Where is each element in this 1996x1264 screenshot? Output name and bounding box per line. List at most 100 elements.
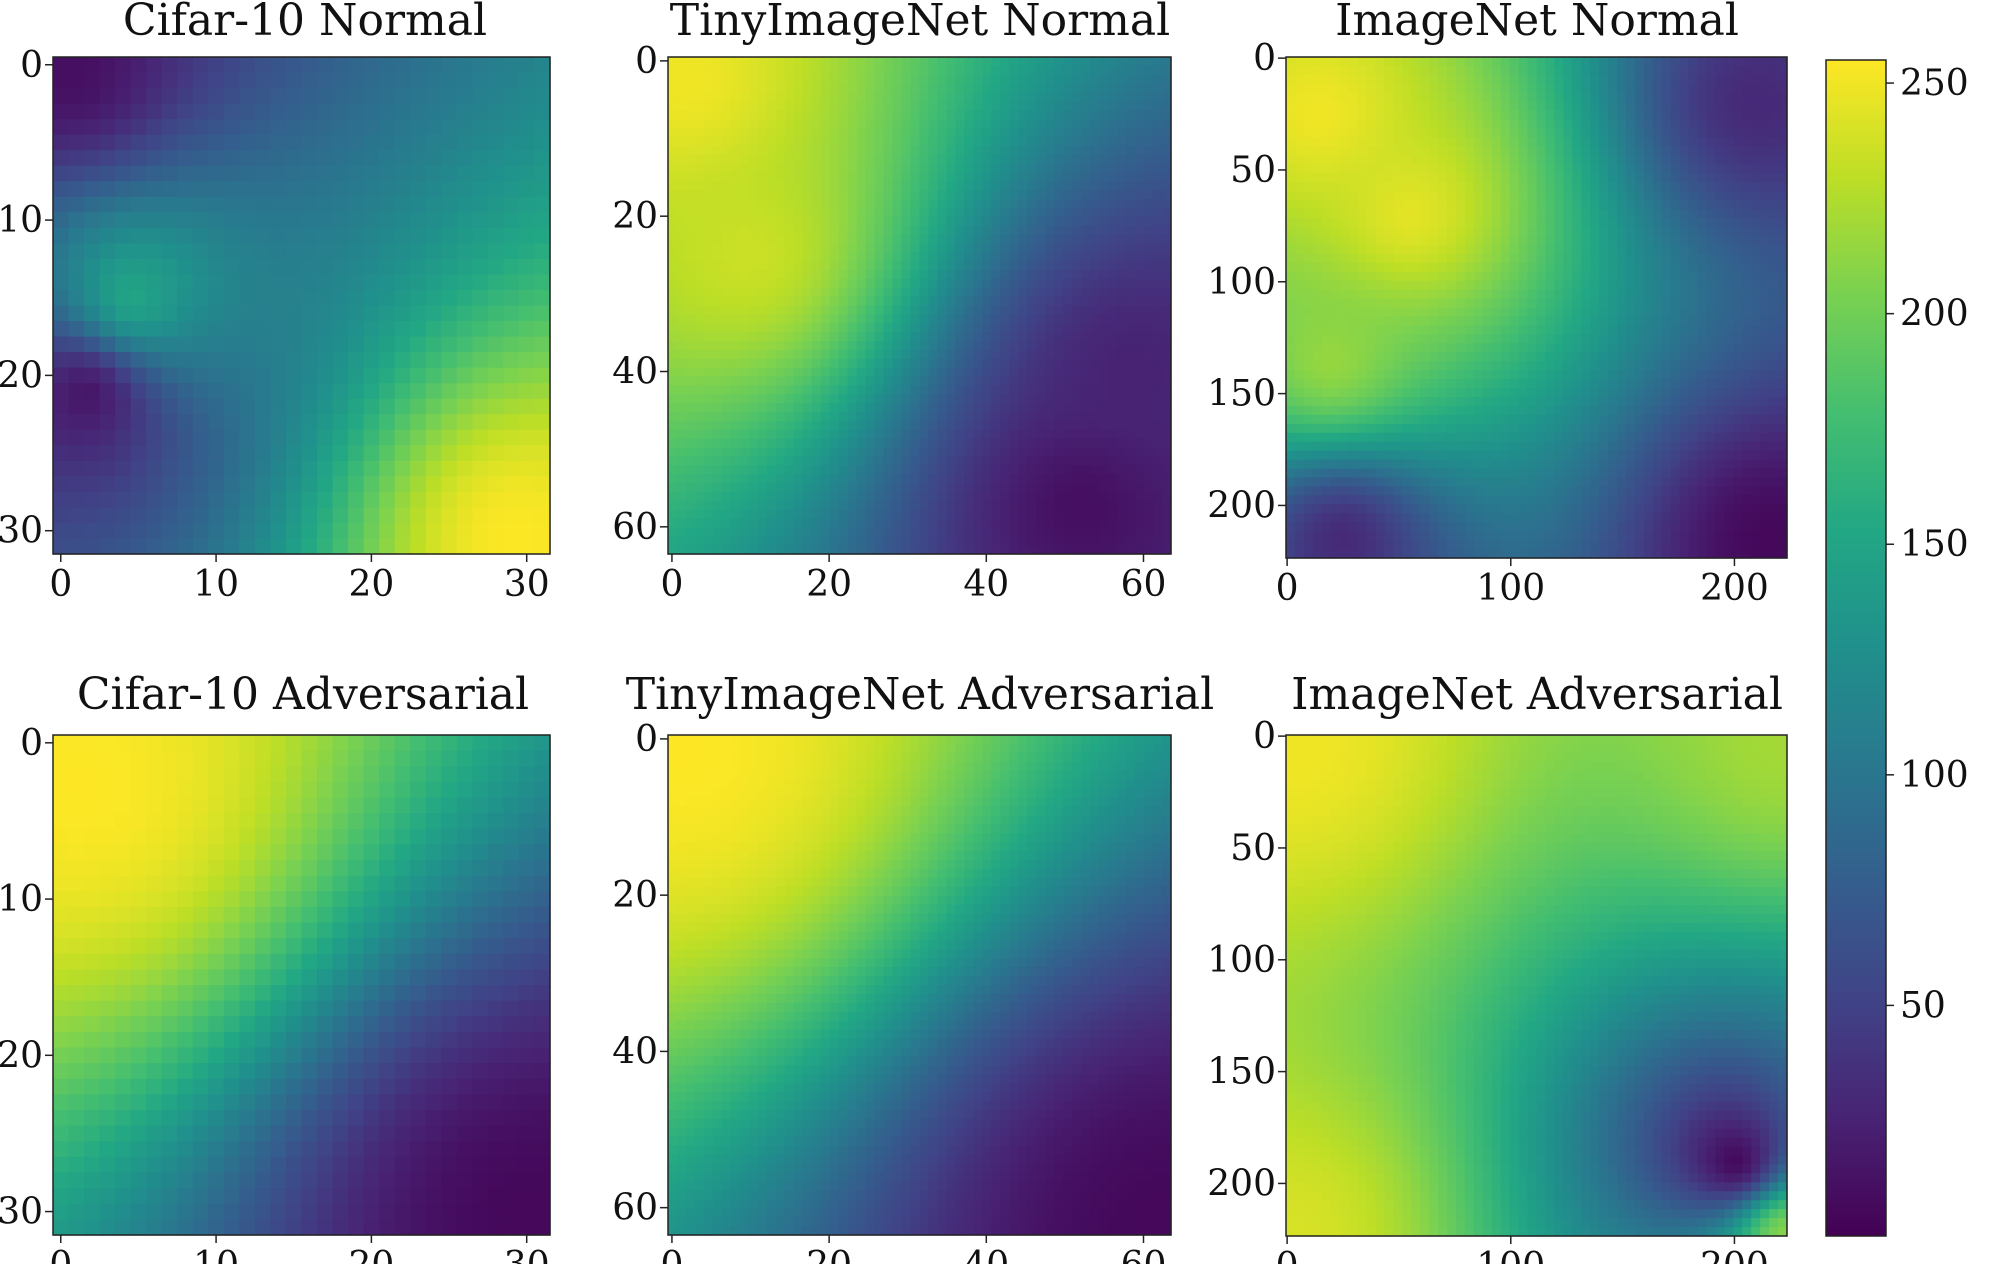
heatmap-cell [838,101,849,111]
heatmap-cell [84,258,101,276]
heatmap-cell [1126,270,1136,280]
heatmap-cell [1769,119,1779,130]
heatmap-cell [676,323,687,333]
heatmap-cell [348,119,365,136]
heatmap-cell [1018,207,1028,218]
heatmap-cell [730,447,741,457]
heatmap-cell [811,545,822,555]
heatmap-cell [892,403,903,413]
heatmap-cell [730,349,741,360]
heatmap-cell [676,296,687,307]
heatmap-cell [410,445,427,462]
heatmap-cell [793,536,804,546]
heatmap-cell [829,190,840,200]
heatmap-cell [84,414,101,431]
heatmap-cell [1018,101,1028,111]
heatmap-cell [1162,358,1172,369]
heatmap-cell [1153,491,1163,502]
heatmap-cell [1661,137,1672,148]
heatmap-cell [1162,57,1172,67]
heatmap-cell [757,536,768,546]
heatmap-cell [685,332,696,342]
heatmap-cell [1339,173,1350,183]
heatmap-cell [784,154,795,165]
heatmap-cell [928,287,939,298]
heatmap-cell [1144,509,1154,520]
heatmap-cell [1455,137,1466,148]
heatmap-cell [721,394,732,404]
heatmap-cell [1000,74,1010,85]
heatmap-cell [1153,145,1163,156]
heatmap-cell [177,134,194,151]
heatmap-cell [865,270,876,280]
heatmap-cell [847,527,858,537]
heatmap-cell [1135,225,1145,236]
heatmap-cell [1599,101,1609,112]
heatmap-cell [270,165,287,182]
heatmap-cell [748,412,759,422]
heatmap-cell [1090,278,1100,289]
heatmap-cell [208,119,225,136]
heatmap-cell [820,163,831,173]
heatmap-cell [982,385,992,395]
heatmap-cell [668,349,678,360]
heatmap-cell [928,234,939,244]
heatmap-cell [285,181,303,198]
heatmap-cell [1090,190,1100,200]
heatmap-cell [1590,164,1600,174]
heatmap-cell [223,72,240,89]
heatmap-cell [1072,287,1082,298]
heatmap-cell [901,110,912,120]
heatmap-cell [1018,216,1028,227]
heatmap-cell [1554,110,1564,121]
heatmap-cell [739,252,750,262]
heatmap-cell [1634,155,1645,165]
heatmap-cell [775,305,786,315]
heatmap-cell [892,57,903,67]
heatmap-cell [239,72,256,89]
heatmap-cell [874,456,885,466]
heatmap-cell [1518,155,1529,165]
heatmap-cell [1000,225,1010,236]
heatmap-cell [856,74,867,85]
heatmap-cell [1018,74,1028,85]
heatmap-cell [757,385,768,395]
heatmap-cell [1117,199,1127,209]
heatmap-cell [534,243,551,260]
heatmap-cell [84,57,101,74]
heatmap-cell [1482,173,1493,183]
heatmap-cell [811,172,822,182]
heatmap-cell [254,119,272,136]
heatmap-cell [1144,456,1154,466]
heatmap-cell [811,145,822,156]
heatmap-cell [1054,518,1064,528]
heatmap-cell [1009,83,1019,94]
heatmap-cell [518,507,536,524]
heatmap-cell [1464,164,1475,174]
heatmap-cell [1303,146,1314,157]
heatmap-cell [973,136,983,147]
heatmap-cell [1455,57,1466,67]
heatmap-cell [946,252,957,262]
heatmap-cell [748,438,759,449]
heatmap-cell [1643,155,1654,165]
heatmap-cell [1036,270,1046,280]
heatmap-cell [1153,349,1163,360]
heatmap-cell [784,527,795,537]
heatmap-cell [982,412,992,422]
heatmap-cell [1081,145,1091,156]
heatmap-cell [53,119,70,136]
heatmap-cell [766,65,777,76]
heatmap-cell [775,216,786,227]
heatmap-cell [874,483,885,493]
heatmap-cell [1054,394,1064,404]
heatmap-cell [928,420,939,431]
heatmap-cell [973,465,983,475]
heatmap-cell [1617,65,1627,76]
heatmap-cell [991,199,1001,209]
heatmap-cell [910,261,921,271]
heatmap-cell [1330,74,1341,85]
heatmap-cell [973,518,983,528]
heatmap-cell [1153,323,1163,333]
heatmap-cell [1090,332,1100,342]
